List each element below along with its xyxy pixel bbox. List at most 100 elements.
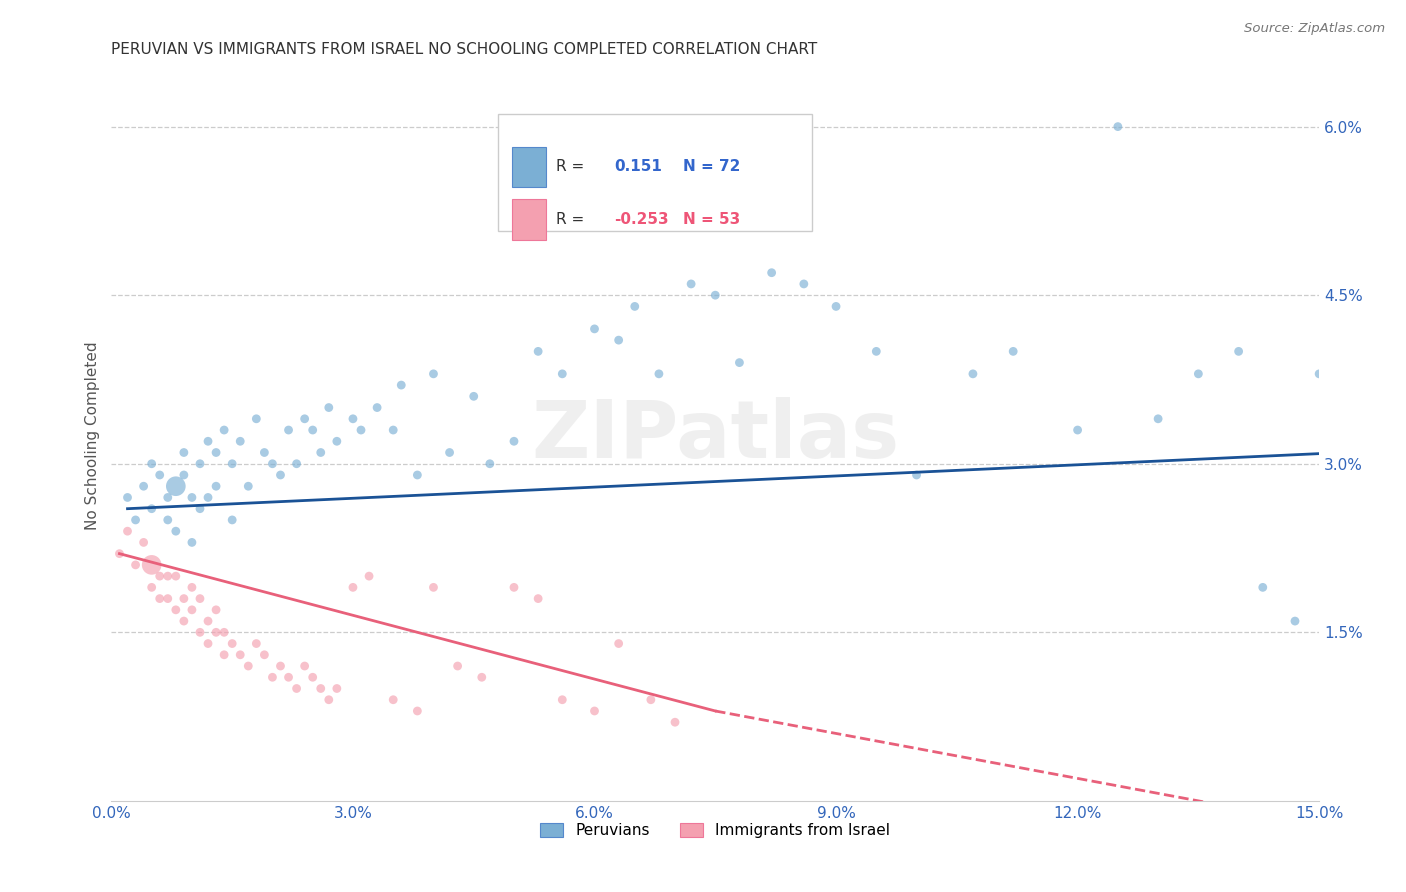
Point	[117, 524, 139, 538]
Point	[704, 210, 727, 224]
Point	[149, 467, 172, 482]
Point	[212, 625, 235, 640]
Point	[156, 591, 179, 606]
Point	[269, 467, 291, 482]
Point	[1002, 344, 1025, 359]
Point	[527, 591, 550, 606]
Point	[865, 344, 887, 359]
Text: 0.151: 0.151	[614, 160, 662, 174]
Point	[253, 445, 276, 459]
Point	[277, 423, 299, 437]
Point	[117, 491, 139, 505]
Point	[221, 513, 243, 527]
Point	[141, 558, 163, 572]
Point	[165, 479, 187, 493]
Point	[277, 670, 299, 684]
Point	[422, 580, 444, 594]
Point	[181, 580, 204, 594]
Point	[165, 603, 187, 617]
Point	[1284, 614, 1306, 628]
Point	[181, 603, 204, 617]
Point	[221, 457, 243, 471]
Point	[124, 513, 146, 527]
Point	[309, 445, 332, 459]
Text: Source: ZipAtlas.com: Source: ZipAtlas.com	[1244, 22, 1385, 36]
Point	[318, 401, 340, 415]
Point	[1147, 412, 1170, 426]
Point	[132, 535, 155, 549]
Point	[463, 389, 485, 403]
Point	[478, 457, 501, 471]
Point	[1066, 423, 1088, 437]
Point	[905, 467, 928, 482]
Point	[318, 692, 340, 706]
Point	[156, 513, 179, 527]
Point	[1308, 367, 1330, 381]
Point	[350, 423, 373, 437]
Point	[108, 547, 131, 561]
Point	[149, 569, 172, 583]
Point	[141, 580, 163, 594]
Point	[173, 591, 195, 606]
Legend: Peruvians, Immigrants from Israel: Peruvians, Immigrants from Israel	[534, 817, 897, 845]
Point	[1107, 120, 1129, 134]
Point	[173, 614, 195, 628]
Point	[188, 591, 211, 606]
Point	[551, 692, 574, 706]
Point	[406, 704, 429, 718]
Point	[301, 423, 323, 437]
Point	[188, 501, 211, 516]
Point	[269, 659, 291, 673]
Point	[551, 367, 574, 381]
Point	[205, 479, 228, 493]
Text: PERUVIAN VS IMMIGRANTS FROM ISRAEL NO SCHOOLING COMPLETED CORRELATION CHART: PERUVIAN VS IMMIGRANTS FROM ISRAEL NO SC…	[111, 42, 818, 57]
Text: R =: R =	[555, 160, 589, 174]
Text: -0.253: -0.253	[614, 212, 668, 227]
Point	[648, 367, 671, 381]
Point	[301, 670, 323, 684]
Point	[205, 625, 228, 640]
Point	[962, 367, 984, 381]
Bar	[512, 199, 546, 240]
Bar	[512, 147, 546, 187]
Point	[173, 445, 195, 459]
Point	[471, 670, 494, 684]
Point	[188, 457, 211, 471]
Point	[149, 591, 172, 606]
Point	[527, 344, 550, 359]
Point	[173, 467, 195, 482]
Point	[761, 266, 783, 280]
Point	[406, 467, 429, 482]
Point	[205, 603, 228, 617]
Text: N = 72: N = 72	[683, 160, 740, 174]
Point	[623, 300, 645, 314]
Point	[285, 681, 308, 696]
Point	[188, 625, 211, 640]
Y-axis label: No Schooling Completed: No Schooling Completed	[86, 342, 100, 530]
Point	[253, 648, 276, 662]
Point	[124, 558, 146, 572]
Point	[212, 648, 235, 662]
Point	[197, 614, 219, 628]
Point	[165, 569, 187, 583]
Point	[357, 569, 380, 583]
FancyBboxPatch shape	[498, 114, 811, 231]
Point	[238, 479, 260, 493]
Point	[309, 681, 332, 696]
Point	[132, 479, 155, 493]
Point	[640, 692, 662, 706]
Point	[141, 501, 163, 516]
Point	[165, 524, 187, 538]
Point	[342, 412, 364, 426]
Point	[181, 535, 204, 549]
Point	[583, 322, 606, 336]
Point	[1227, 344, 1250, 359]
Point	[583, 704, 606, 718]
Point	[681, 277, 703, 291]
Point	[664, 715, 686, 730]
Point	[389, 378, 412, 392]
Point	[197, 636, 219, 650]
Point	[446, 659, 468, 673]
Point	[262, 457, 284, 471]
Point	[382, 423, 405, 437]
